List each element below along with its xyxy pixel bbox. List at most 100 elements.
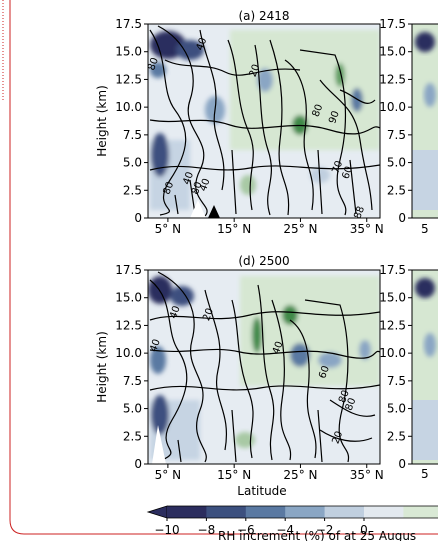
y-tick-label: 0 <box>134 211 142 225</box>
panel-d-xlabel: Latitude <box>237 484 286 498</box>
y-tick-label: 10.0 <box>379 100 406 114</box>
contour-label: 80 <box>344 397 359 413</box>
x-tick-label: 35° N <box>350 468 384 482</box>
colorbar-tick-label: −10 <box>154 523 179 537</box>
y-tick-label: 5.0 <box>387 402 406 416</box>
colorbar: −10 −8 −6 −4 −2 0 RH increment (%) of at 25 A… <box>146 505 438 541</box>
colorbar-tick-label: −2 <box>316 523 334 537</box>
contour-label: 80 <box>337 389 352 405</box>
contour-label: 40 <box>195 36 210 52</box>
right-bottom-x-tick: 5 <box>421 467 429 481</box>
y-tick-label: 12.5 <box>115 72 142 86</box>
panel-d-field <box>148 271 380 464</box>
colorbar-segment <box>285 506 326 518</box>
contour-label: 40 <box>148 338 163 354</box>
contour-label: 40 <box>198 177 213 193</box>
x-tick-label: 15° N <box>217 468 251 482</box>
y-tick-label: 12.5 <box>379 318 406 332</box>
y-tick-label: 10.0 <box>115 346 142 360</box>
panel-a-field <box>149 25 380 218</box>
right-panel-bottom: 0 2.5 5.0 7.5 10.0 12.5 15.0 17.5 5 <box>379 263 438 481</box>
x-tick-label: 25° N <box>283 222 317 236</box>
colorbar-segment <box>324 506 365 518</box>
y-tick-label: 0 <box>398 211 406 225</box>
x-tick-label: 5° N <box>155 222 181 236</box>
y-tick-label: 17.5 <box>379 17 406 31</box>
contour-label: 40 <box>271 340 286 356</box>
y-tick-label: 17.5 <box>115 17 142 31</box>
colorbar-segment <box>167 506 207 518</box>
y-tick-label: 2.5 <box>387 183 406 197</box>
contour-label: 70 <box>331 159 346 175</box>
contour-label: 80 <box>311 103 326 119</box>
x-tick-label: 5° N <box>155 468 181 482</box>
colorbar-extend <box>146 505 168 519</box>
y-tick-label: 10.0 <box>379 346 406 360</box>
colorbar-tick-label: −6 <box>237 523 255 537</box>
y-tick-label: 2.5 <box>123 429 142 443</box>
contour-label: 60 <box>340 165 355 181</box>
colorbar-ticks: −10 −8 −6 −4 −2 0 <box>154 518 368 537</box>
panel-a-x-ticks: 5° N 15° N 25° N 35° N <box>155 218 384 236</box>
y-tick-label: 17.5 <box>115 263 142 277</box>
panel-d-contour-labels: 40 20 40 40 80 60 20 80 <box>148 305 358 446</box>
y-tick-label: 2.5 <box>387 429 406 443</box>
y-tick-label: 5.0 <box>123 156 142 170</box>
contour-label: 80 <box>190 180 205 196</box>
y-tick-label: 15.0 <box>379 291 406 305</box>
colorbar-tick-label: 0 <box>360 523 368 537</box>
y-tick-label: 15.0 <box>379 45 406 59</box>
colorbar-outline <box>167 505 438 519</box>
colorbar-tick-label: −8 <box>198 523 216 537</box>
y-tick-label: 12.5 <box>379 72 406 86</box>
x-tick-label: 35° N <box>350 222 384 236</box>
colorbar-tick-label: −4 <box>276 523 294 537</box>
y-tick-label: 2.5 <box>123 183 142 197</box>
y-tick-label: 7.5 <box>387 128 406 142</box>
colorbar-segment <box>364 506 404 518</box>
y-tick-label: 15.0 <box>115 45 142 59</box>
panel-a-ylabel: Height (km) <box>95 85 109 156</box>
colorbar-segment <box>245 506 286 518</box>
panel-a-title: (a) 2418 <box>238 9 289 23</box>
contour-label: 90 <box>327 110 342 126</box>
x-tick-label: 15° N <box>217 222 251 236</box>
panel-a-frame <box>147 23 381 219</box>
contour-label: 20 <box>248 63 263 79</box>
right-top-y-ticks: 0 2.5 5.0 7.5 10.0 12.5 15.0 17.5 <box>379 17 412 225</box>
y-tick-label: 0 <box>134 457 142 471</box>
x-tick-label: 25° N <box>283 468 317 482</box>
colorbar-label: RH increment (%) of at 25 Augus <box>218 529 416 541</box>
panel-d-frame <box>147 269 381 465</box>
y-tick-label: 7.5 <box>123 128 142 142</box>
right-panel-top: 0 2.5 5.0 7.5 10.0 12.5 15.0 17.5 5 <box>379 17 438 236</box>
y-tick-label: 12.5 <box>115 318 142 332</box>
y-tick-label: 0 <box>398 457 406 471</box>
contour-label: 40 <box>181 170 196 186</box>
panel-d: 40 20 40 40 80 60 20 80 (d) 2500 Height (km) La… <box>95 254 384 498</box>
contour-label: 80 <box>162 180 177 196</box>
y-tick-label: 17.5 <box>379 263 406 277</box>
contour-label: 88 <box>352 205 367 221</box>
contour-label: 20 <box>201 307 216 323</box>
panel-a-y-ticks: 0 2.5 5.0 7.5 10.0 12.5 15.0 17.5 <box>115 17 148 225</box>
y-tick-label: 7.5 <box>387 374 406 388</box>
y-tick-label: 15.0 <box>115 291 142 305</box>
right-bottom-y-ticks: 0 2.5 5.0 7.5 10.0 12.5 15.0 17.5 <box>379 263 412 471</box>
contour-label: 80 <box>146 56 161 72</box>
colorbar-segment <box>206 506 247 518</box>
frame-left <box>9 0 438 535</box>
contour-label: 40 <box>168 305 183 321</box>
y-tick-label: 10.0 <box>115 100 142 114</box>
panel-d-ylabel: Height (km) <box>95 331 109 402</box>
contour-label: 60 <box>317 364 332 380</box>
colorbar-segment <box>403 506 438 518</box>
y-tick-label: 5.0 <box>123 402 142 416</box>
panel-d-x-ticks: 5° N 15° N 25° N 35° N <box>155 464 384 482</box>
y-tick-label: 5.0 <box>387 156 406 170</box>
contour-label: 20 <box>331 430 346 446</box>
right-top-x-tick: 5 <box>421 222 429 236</box>
